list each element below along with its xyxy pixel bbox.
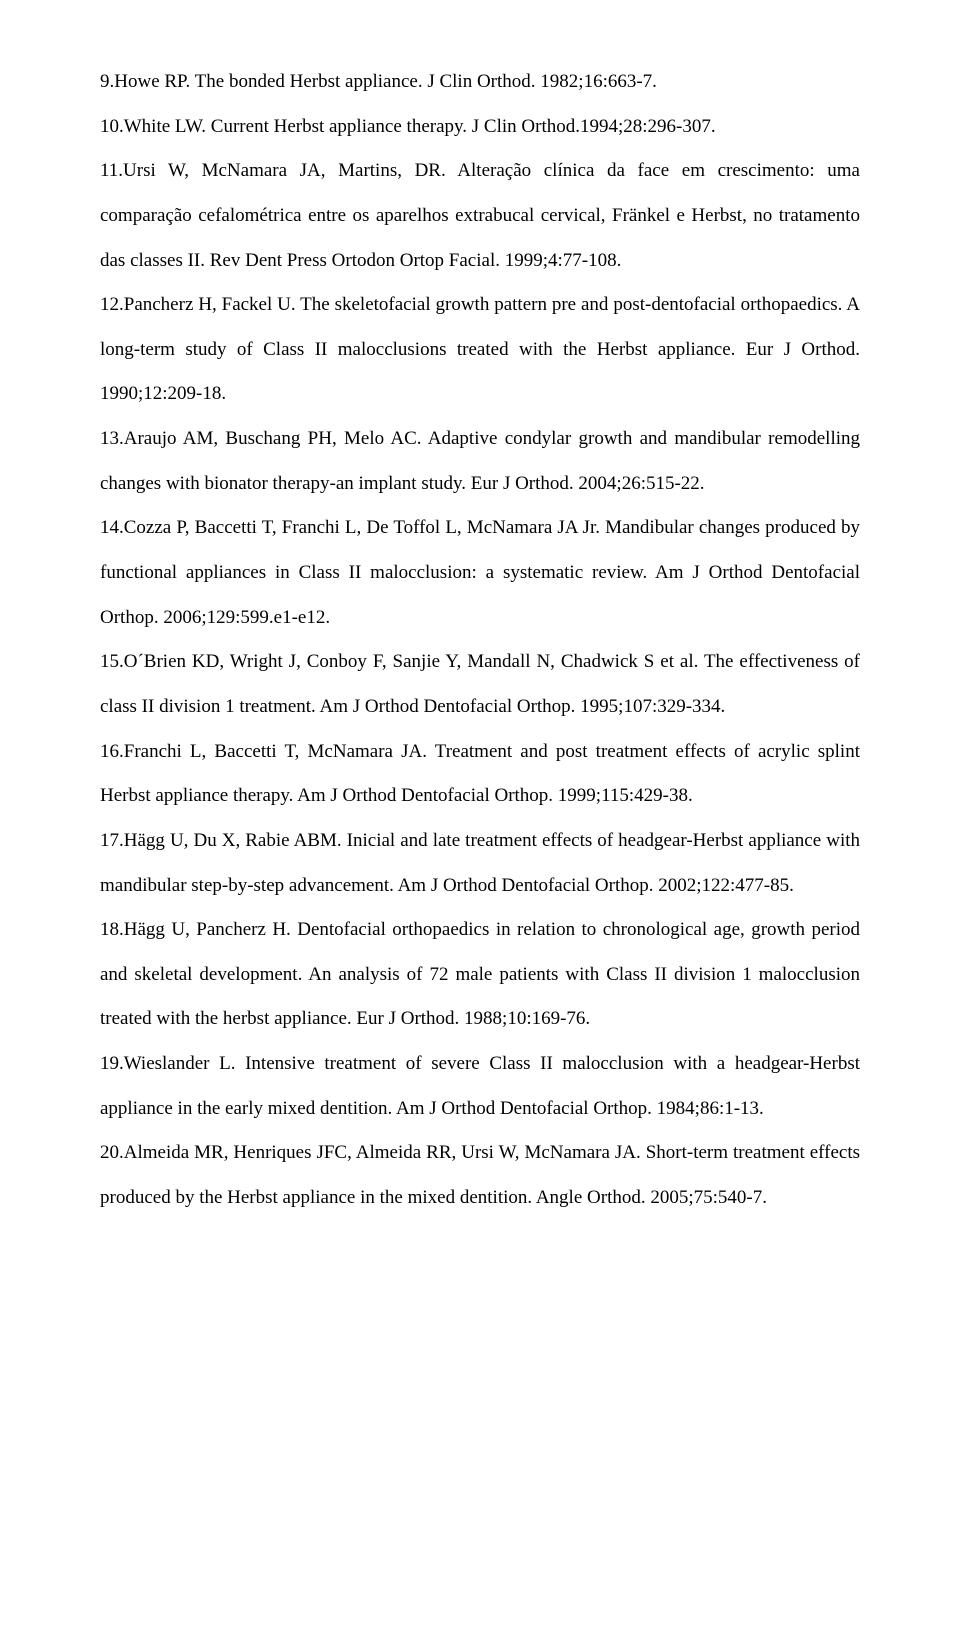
page-container: 9.Howe RP. The bonded Herbst appliance. …: [0, 0, 960, 1632]
reference-item: 19.Wieslander L. Intensive treatment of …: [100, 1042, 860, 1131]
reference-item: 11.Ursi W, McNamara JA, Martins, DR. Alt…: [100, 149, 860, 283]
reference-item: 10.White LW. Current Herbst appliance th…: [100, 105, 860, 150]
reference-item: 17.Hägg U, Du X, Rabie ABM. Inicial and …: [100, 819, 860, 908]
reference-item: 20.Almeida MR, Henriques JFC, Almeida RR…: [100, 1131, 860, 1220]
reference-item: 15.O´Brien KD, Wright J, Conboy F, Sanji…: [100, 640, 860, 729]
reference-item: 9.Howe RP. The bonded Herbst appliance. …: [100, 60, 860, 105]
reference-item: 14.Cozza P, Baccetti T, Franchi L, De To…: [100, 506, 860, 640]
reference-item: 16.Franchi L, Baccetti T, McNamara JA. T…: [100, 730, 860, 819]
reference-item: 12.Pancherz H, Fackel U. The skeletofaci…: [100, 283, 860, 417]
reference-item: 18.Hägg U, Pancherz H. Dentofacial ortho…: [100, 908, 860, 1042]
reference-item: 13.Araujo AM, Buschang PH, Melo AC. Adap…: [100, 417, 860, 506]
